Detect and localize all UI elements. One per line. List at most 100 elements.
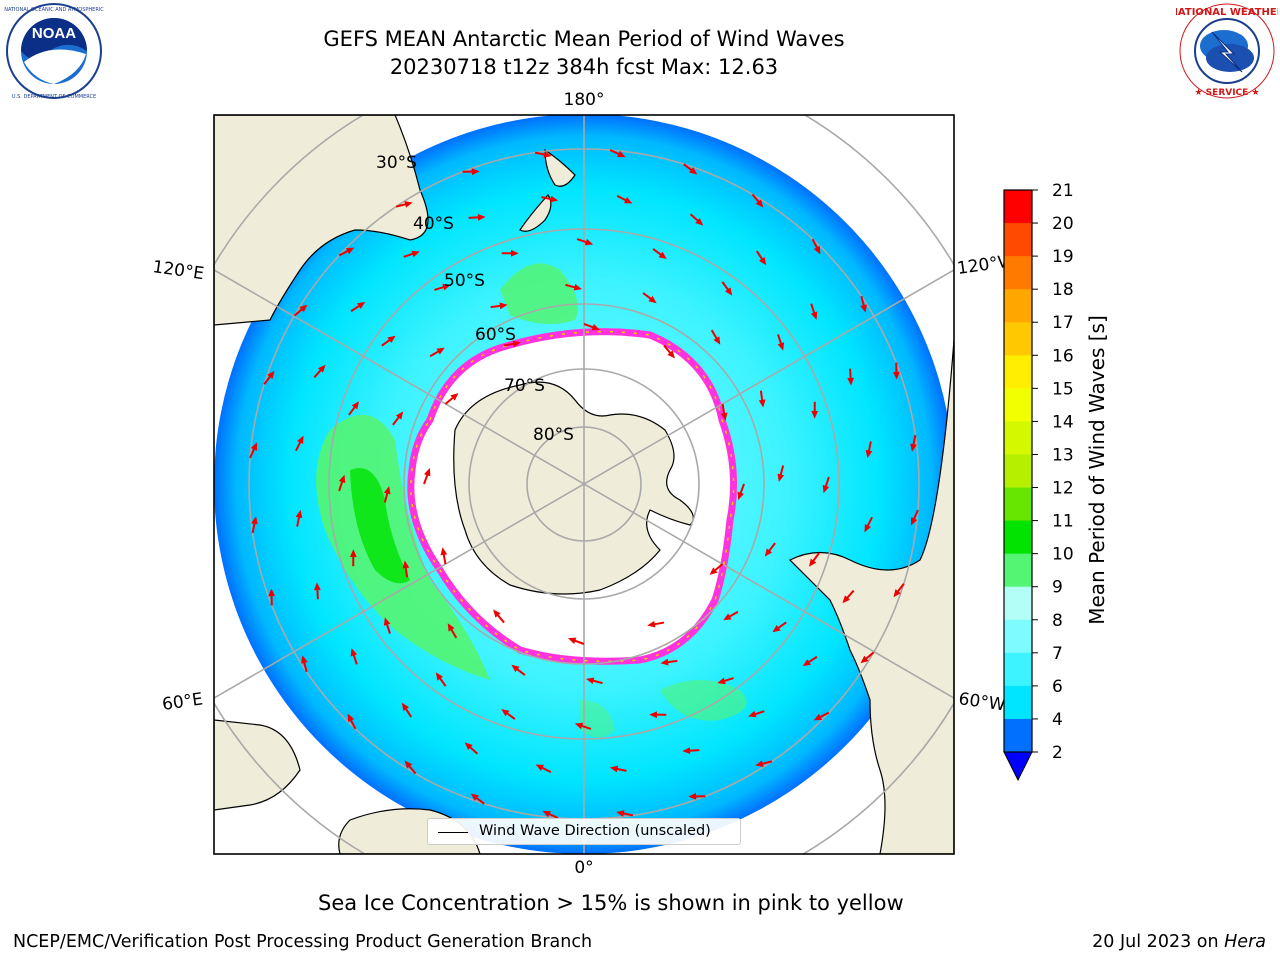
colorbar-segment	[1004, 322, 1032, 356]
wind-arrow-head	[356, 301, 366, 309]
wind-arrow-head	[865, 449, 873, 459]
wind-arrow-head	[737, 491, 744, 500]
lat-label-50s: 50°S	[444, 271, 485, 291]
wind-arrow-head	[251, 516, 258, 525]
lat-label-30s: 30°S	[376, 153, 417, 173]
wind-wave-arrows	[249, 149, 919, 819]
colorbar-tick-label: 4	[1052, 710, 1063, 730]
colorbar-tick-label: 12	[1052, 479, 1074, 499]
footer-credit: NCEP/EMC/Verification Post Processing Pr…	[13, 932, 593, 952]
colorbar-tick-label: 20	[1052, 214, 1074, 234]
wind-arrow-head	[347, 713, 355, 723]
colorbar-tick-label: 9	[1052, 578, 1063, 598]
colorbar-tick-label: 10	[1052, 545, 1074, 565]
wind-arrow-head	[535, 764, 545, 771]
colorbar-segment	[1004, 586, 1032, 621]
wind-arrow-head	[764, 548, 773, 557]
wind-arrow-head	[811, 411, 819, 419]
wind-arrow-head	[586, 677, 595, 685]
wind-arrow-head	[345, 247, 355, 255]
wind-arrow-head	[720, 412, 728, 421]
wind-arrow-head	[568, 637, 577, 644]
svg-text:NATIONAL WEATHER: NATIONAL WEATHER	[1176, 7, 1278, 18]
colorbar-segment	[1004, 388, 1032, 422]
wind-arrow-head	[813, 245, 821, 255]
wind-arrow-head	[910, 517, 918, 526]
colorbar-tick-label: 21	[1052, 181, 1074, 201]
colorbar-segment	[1004, 487, 1032, 522]
legend-line-icon	[438, 832, 468, 833]
wind-arrow-head	[501, 708, 510, 717]
wind-arrow-head	[383, 617, 391, 626]
nws-logo-icon: NATIONAL WEATHER ★ SERVICE ★	[1176, 3, 1278, 99]
wind-arrow-head	[842, 595, 851, 604]
wind-arrow-head	[688, 793, 697, 800]
wind-arrow-head	[584, 238, 594, 246]
wind-arrow-head	[450, 393, 459, 401]
colorbar: 21 20 19 18 17 16 15 14 13 12 11 10 9 8 7 6 4 2	[1003, 181, 1074, 782]
footer-date: 20 Jul 2023 on Hera	[1092, 932, 1266, 952]
lat-label-70s: 70°S	[504, 376, 545, 396]
wind-arrow-head	[682, 747, 691, 755]
wind-arrow-head	[512, 340, 521, 348]
wind-arrow-head	[709, 567, 718, 575]
wind-arrow-head	[893, 371, 900, 380]
wind-arrow-head	[777, 342, 785, 351]
colorbar-tick-label: 14	[1052, 412, 1074, 432]
wind-arrow-head	[402, 560, 410, 569]
wind-arrow-head	[808, 558, 817, 567]
colorbar-tick-label: 16	[1052, 346, 1074, 366]
colorbar-tick-label: 8	[1052, 611, 1063, 631]
wind-arrow-head	[667, 350, 675, 359]
wind-arrow-head	[313, 582, 321, 591]
colorbar-tick-label: 19	[1052, 247, 1074, 267]
colorbar-segment	[1004, 190, 1032, 224]
colorbar-segment	[1004, 454, 1032, 489]
noaa-logo-icon: NOAA NATIONAL OCEANIC AND ATMOSPHERIC U.…	[4, 3, 104, 100]
colorbar-segment	[1004, 685, 1032, 720]
wind-arrow-head	[387, 335, 396, 343]
wind-arrow-head	[574, 722, 584, 730]
colorbar-segment	[1004, 289, 1032, 323]
wind-arrow-head	[440, 547, 448, 556]
wind-arrow-head	[411, 250, 420, 258]
colorbar-tick-label: 2	[1052, 743, 1063, 763]
colorbar-segment	[1004, 223, 1032, 257]
wind-arrow-head	[772, 625, 781, 633]
lon-label-bottom: 0°	[574, 858, 593, 878]
wind-arrow-head	[660, 658, 669, 666]
wind-arrow-head	[725, 287, 733, 296]
colorbar-segment	[1004, 619, 1032, 654]
wind-arrow-head	[436, 347, 445, 355]
map-subtitle: 20230718 t12z 384h fcst Max: 12.63	[389, 55, 779, 79]
colorbar-segment	[1004, 421, 1032, 455]
wind-arrow-head	[813, 713, 823, 721]
wind-arrow-head	[758, 399, 766, 408]
wind-arrow-head	[349, 549, 357, 557]
colorbar-tick-label: 15	[1052, 379, 1074, 399]
wind-arrow-head	[250, 442, 258, 451]
svg-text:U.S. DEPARTMENT OF COMMERCE: U.S. DEPARTMENT OF COMMERCE	[12, 94, 96, 100]
wind-arrow-head	[543, 151, 552, 158]
wind-arrow-head	[860, 304, 867, 313]
wind-arrow-head	[910, 443, 917, 452]
wind-arrow-head	[723, 613, 732, 621]
lat-label-40s: 40°S	[413, 214, 454, 234]
wind-arrow-head	[713, 336, 721, 345]
colorbar-segment	[1004, 520, 1032, 555]
lat-label-60s: 60°S	[475, 325, 516, 345]
wind-arrow-head	[351, 401, 360, 410]
colorbar-tick-label: 18	[1052, 280, 1074, 300]
footer-date-text: 20 Jul 2023 on	[1092, 932, 1225, 952]
wind-arrow-head	[338, 474, 346, 484]
wind-arrow-head	[299, 304, 308, 313]
wind-arrow-head	[511, 664, 520, 673]
wind-arrow-head	[549, 195, 559, 203]
wind-arrow-head	[383, 486, 391, 495]
wind-arrow-head	[695, 217, 704, 226]
wind-arrow-head	[297, 435, 304, 445]
colorbar-segment	[1004, 718, 1032, 753]
wind-arrow-head	[860, 655, 869, 664]
wind-arrow-head	[649, 711, 657, 719]
